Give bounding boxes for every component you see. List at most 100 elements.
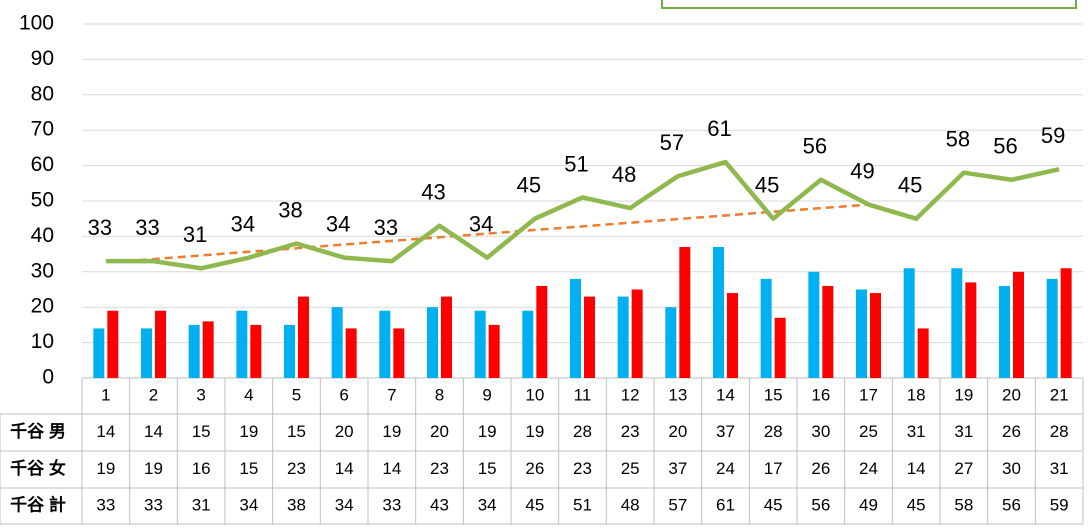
table-cell: 19 [96,459,115,478]
x-tick-label: 18 [907,385,926,404]
row-label: 千谷 男 [10,422,66,441]
table-cell: 14 [907,459,926,478]
table-cell: 26 [811,459,830,478]
table-cell: 17 [764,459,783,478]
bar [488,324,500,378]
table-cell: 20 [335,422,354,441]
data-label: 45 [755,173,779,198]
y-tick-label: 60 [31,153,54,176]
table-cell: 19 [144,459,163,478]
table-cell: 37 [716,422,735,441]
bar [107,310,119,378]
x-tick-label: 6 [339,385,348,404]
bar [951,268,963,378]
bar [1060,268,1072,378]
table-cell: 34 [239,495,258,514]
bar [1046,278,1058,378]
y-tick-label: 40 [31,224,54,247]
bar [141,328,152,378]
y-tick-label: 50 [31,189,54,212]
y-tick-label: 0 [42,366,54,389]
table-cell: 58 [954,495,973,514]
x-tick-label: 5 [292,385,301,404]
table-cell: 26 [525,459,544,478]
bar [427,307,438,378]
table-cell: 19 [239,422,258,441]
bar [917,328,929,378]
table-cell: 45 [525,495,544,514]
table-cell: 15 [287,422,306,441]
table-cell: 16 [192,459,211,478]
data-label: 61 [707,116,731,141]
y-tick-label: 20 [31,295,54,318]
bar [379,310,391,378]
data-label: 49 [850,158,874,183]
line [105,159,1060,271]
bar [1013,271,1024,378]
table-cell: 15 [239,459,258,478]
table-cell: 61 [716,495,735,514]
table-cell: 38 [287,495,306,514]
table-cell: 57 [668,495,687,514]
bar [870,293,881,378]
bar [331,307,343,378]
x-tick-label: 2 [149,385,158,404]
table-cell: 19 [478,422,497,441]
bar [522,310,534,378]
table-cell: 25 [621,459,640,478]
x-tick-label: 14 [716,385,735,404]
table-cell: 24 [859,459,878,478]
table-cell: 23 [430,459,449,478]
data-label: 56 [803,134,827,159]
legend-box [661,0,1077,9]
table-cell: 51 [573,495,592,514]
bar [774,317,786,378]
data-label: 45 [898,173,922,198]
table-cell: 45 [764,495,783,514]
table-cell: 28 [1050,422,1069,441]
table-cell: 48 [621,495,640,514]
data-label: 34 [231,211,255,236]
bar [760,278,772,378]
x-tick-label: 10 [525,385,544,404]
table-cell: 23 [573,459,592,478]
table-cell: 31 [954,422,973,441]
table-cell: 24 [716,459,735,478]
table-cell: 14 [335,459,354,478]
table-cell: 30 [1002,459,1021,478]
table-cell: 23 [621,422,640,441]
x-tick-label: 1 [101,385,110,404]
table-cell: 30 [811,422,830,441]
table-cell: 23 [287,459,306,478]
table-cell: 20 [668,422,687,441]
data-label: 34 [469,211,493,236]
data-label: 58 [946,126,970,151]
bar [822,285,834,378]
table-cell: 33 [96,495,115,514]
data-label: 33 [88,215,112,240]
table-cell: 20 [430,422,449,441]
x-tick-label: 12 [621,385,640,404]
data-label: 48 [612,162,636,187]
bar [441,296,452,378]
table-cell: 14 [144,422,163,441]
y-tick-label: 30 [31,259,54,282]
bar [345,328,357,378]
y-tick-label: 80 [31,82,54,105]
bar [298,296,309,378]
data-label: 33 [135,215,159,240]
x-tick-label: 17 [859,385,878,404]
data-label: 38 [278,197,302,222]
data-label: 34 [326,211,350,236]
data-label: 45 [517,173,541,198]
bar [856,289,867,378]
table-cell: 14 [382,459,401,478]
bar [188,324,200,378]
bar [474,310,486,378]
table-cell: 33 [382,495,401,514]
bar [808,271,820,378]
bar [631,289,643,378]
x-tick-label: 3 [196,385,205,404]
row-label: 千谷 女 [10,458,66,478]
